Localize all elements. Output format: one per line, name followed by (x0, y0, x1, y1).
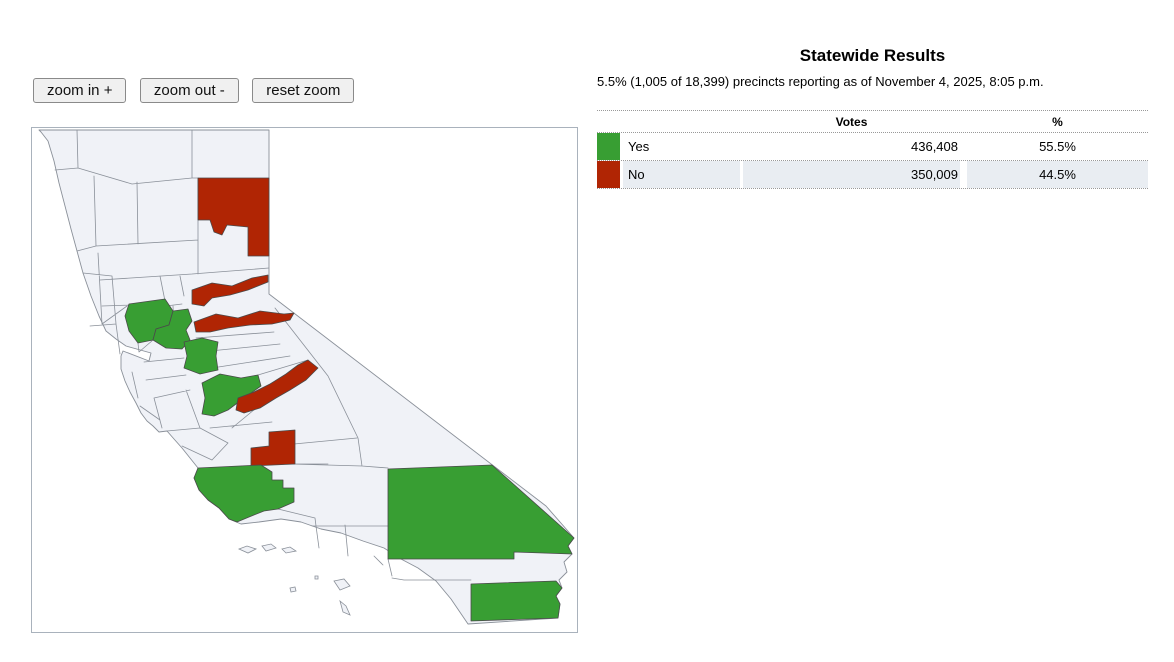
county-placer[interactable] (193, 310, 295, 333)
no-percent-value: 44.5% (967, 161, 1148, 188)
statewide-results-panel: Statewide Results 5.5% (1,005 of 18,399)… (597, 46, 1148, 189)
swatch-header-cell (597, 111, 620, 132)
yes-color-swatch (597, 133, 620, 160)
votes-column-header: Votes (835, 114, 868, 129)
no-label: No (623, 161, 740, 188)
precincts-reporting-status: 5.5% (1,005 of 18,399) precincts reporti… (597, 74, 1044, 89)
county-san-bernardino[interactable] (387, 464, 575, 560)
no-votes-value: 350,009 (743, 161, 960, 188)
channel-islands (237, 543, 351, 616)
no-color-swatch (597, 161, 620, 188)
page-title: Statewide Results (799, 46, 946, 65)
yes-label: Yes (628, 139, 650, 154)
county-lassen[interactable] (197, 177, 270, 257)
county-san-joaquin[interactable] (183, 337, 219, 375)
yes-percent-value: 55.5% (1039, 139, 1076, 154)
map-zoom-toolbar: zoom in + zoom out - reset zoom (33, 78, 363, 103)
reset-zoom-button[interactable]: reset zoom (252, 78, 355, 103)
county-mariposa[interactable] (235, 359, 319, 414)
results-table-header: Votes % (597, 111, 1148, 133)
results-table: Votes % Yes 436,408 55.5% No 350,009 44.… (597, 110, 1148, 189)
zoom-in-button[interactable]: zoom in + (33, 78, 127, 103)
county-nevada[interactable] (191, 274, 269, 307)
california-county-map[interactable] (31, 127, 578, 633)
table-row-no: No 350,009 44.5% (597, 161, 1148, 189)
label-header-cell (623, 111, 740, 132)
yes-votes-value: 436,408 (911, 139, 958, 154)
zoom-out-button[interactable]: zoom out - (139, 78, 239, 103)
county-sacramento[interactable] (152, 308, 193, 350)
county-san-luis-obispo[interactable] (193, 464, 295, 523)
table-row-yes: Yes 436,408 55.5% (597, 133, 1148, 161)
county-imperial[interactable] (470, 580, 563, 622)
percent-column-header: % (1052, 114, 1063, 129)
